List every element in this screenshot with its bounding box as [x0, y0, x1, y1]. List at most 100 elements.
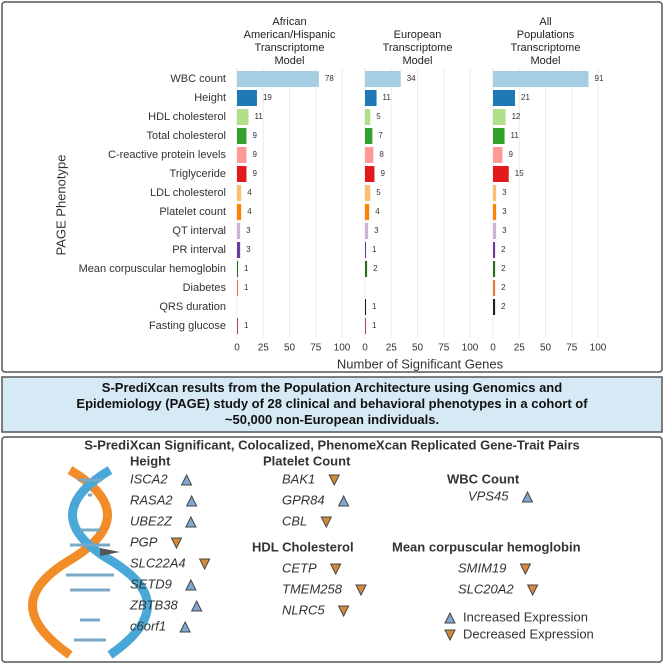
- y-tick-label: WBC count: [170, 73, 226, 85]
- group-title: Mean corpuscular hemoglobin: [392, 539, 581, 554]
- facet-title: African American/Hispanic Transcriptome …: [230, 6, 350, 68]
- bar: [493, 147, 503, 163]
- value-label: 1: [244, 283, 249, 292]
- bar: [365, 261, 368, 277]
- value-label: 2: [373, 264, 378, 273]
- gene-name: VPS45: [468, 488, 509, 503]
- x-tick-label: 100: [334, 343, 351, 354]
- caption-line: Epidemiology (PAGE) study of 28 clinical…: [76, 396, 588, 411]
- decrease-icon: [444, 629, 456, 642]
- value-label: 9: [380, 169, 385, 178]
- bar: [365, 204, 370, 220]
- bar: [365, 71, 401, 87]
- group-title: Height: [130, 453, 171, 468]
- value-label: 3: [246, 245, 251, 254]
- dna-icon: [28, 466, 152, 659]
- facet-title-text: All Populations Transcriptome Model: [510, 16, 581, 67]
- bar: [493, 280, 496, 296]
- bar: [237, 204, 242, 220]
- bar: [493, 90, 516, 106]
- y-tick-label: PR interval: [172, 244, 226, 256]
- caption: S-PrediXcan results from the Population …: [3, 377, 661, 431]
- bar: [493, 185, 497, 201]
- value-label: 91: [595, 74, 604, 83]
- bar: [493, 71, 589, 87]
- decrease-icon: [329, 563, 342, 576]
- value-label: 4: [247, 188, 252, 197]
- facet-title: All Populations Transcriptome Model: [486, 6, 606, 68]
- x-tick-label: 0: [362, 343, 368, 354]
- x-tick-label: 25: [514, 343, 526, 354]
- x-tick-label: 100: [462, 343, 479, 354]
- value-label: 11: [255, 112, 264, 121]
- gene-name: ZBTB38: [129, 597, 178, 612]
- value-label: 8: [379, 150, 384, 159]
- value-label: 15: [515, 169, 524, 178]
- gene-name: CBL: [282, 513, 307, 528]
- gene-name: TMEM258: [282, 581, 343, 596]
- bar: [237, 90, 257, 106]
- y-tick-label: QT interval: [172, 225, 226, 237]
- bar: [365, 90, 377, 106]
- value-label: 11: [383, 93, 392, 102]
- bar: [493, 109, 506, 125]
- gene-name: c6orf1: [130, 618, 166, 633]
- y-tick-label: Platelet count: [159, 206, 226, 218]
- value-label: 3: [502, 207, 507, 216]
- x-tick-label: 50: [540, 343, 552, 354]
- x-tick-label: 75: [566, 343, 578, 354]
- value-label: 1: [372, 245, 377, 254]
- gene-name: RASA2: [130, 492, 173, 507]
- group-title: HDL Cholesterol: [252, 539, 354, 554]
- y-tick-label: Fasting glucose: [149, 320, 226, 332]
- value-label: 12: [512, 112, 521, 121]
- decrease-icon: [355, 584, 367, 597]
- gene-name: SLC22A4: [130, 555, 186, 570]
- y-tick-label: LDL cholesterol: [150, 187, 226, 199]
- x-tick-label: 25: [386, 343, 398, 354]
- y-tick-label: C-reactive protein levels: [108, 149, 226, 161]
- bar: [237, 223, 241, 239]
- value-label: 9: [252, 150, 257, 159]
- value-label: 1: [244, 264, 249, 273]
- increase-icon: [185, 515, 197, 528]
- decrease-icon: [320, 516, 333, 529]
- value-label: 21: [521, 93, 530, 102]
- gene-panel-title: S-PrediXcan Significant, Colocalized, Ph…: [84, 437, 580, 452]
- increase-icon: [444, 611, 456, 624]
- value-label: 2: [501, 283, 506, 292]
- caption-line: ~50,000 non-European individuals.: [224, 412, 440, 427]
- y-tick-label: Triglyceride: [170, 168, 226, 180]
- x-tick-label: 100: [590, 343, 607, 354]
- bar: [237, 128, 247, 144]
- y-axis-title: PAGE Phenotype: [53, 155, 68, 256]
- gene-name: NLRC5: [282, 602, 325, 617]
- gene-name: SMIM19: [458, 560, 506, 575]
- x-tick-label: 50: [284, 343, 296, 354]
- y-tick-label: Height: [194, 92, 226, 104]
- value-label: 34: [407, 74, 416, 83]
- value-label: 1: [372, 302, 377, 311]
- increase-icon: [337, 494, 350, 507]
- value-label: 11: [511, 131, 520, 140]
- x-axis-title: Number of Significant Genes: [337, 356, 504, 371]
- bar: [493, 166, 509, 182]
- bar: [237, 147, 247, 163]
- value-label: 4: [247, 207, 252, 216]
- value-label: 3: [246, 226, 251, 235]
- increase-icon: [180, 473, 193, 486]
- value-label: 3: [374, 226, 379, 235]
- increase-icon: [179, 620, 191, 633]
- bar: [493, 128, 505, 144]
- bar: [237, 280, 239, 296]
- group-title: WBC Count: [447, 471, 520, 486]
- bar: [365, 299, 367, 315]
- value-label: 9: [252, 131, 257, 140]
- value-label: 3: [502, 226, 507, 235]
- gene-name: SLC20A2: [458, 581, 514, 596]
- bar: [237, 185, 242, 201]
- caption-box: [1, 376, 663, 433]
- y-tick-label: HDL cholesterol: [148, 111, 226, 123]
